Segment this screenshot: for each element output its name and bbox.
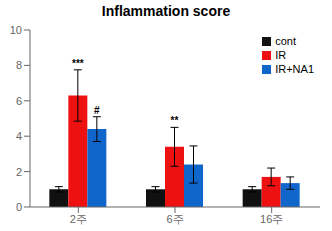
svg-text:***: ***	[72, 58, 84, 69]
html-text:Inflammation score: Inflammation score	[101, 3, 231, 19]
svg-text:4: 4	[16, 130, 22, 142]
svg-text:6주: 6주	[166, 213, 183, 225]
svg-text:8: 8	[16, 59, 22, 71]
html-text:IR+NA1: IR+NA1	[275, 63, 314, 75]
html-text:IR: IR	[275, 49, 287, 61]
svg-text:16주: 16주	[260, 213, 283, 225]
svg-text:**: **	[171, 115, 179, 126]
svg-text:#: #	[94, 105, 100, 116]
svg-text:2: 2	[16, 166, 22, 178]
svg-text:0: 0	[16, 201, 22, 213]
svg-text:6: 6	[16, 95, 22, 107]
html-text:cont: cont	[275, 35, 296, 47]
svg-text:10: 10	[10, 24, 22, 36]
svg-text:2주: 2주	[70, 213, 87, 225]
